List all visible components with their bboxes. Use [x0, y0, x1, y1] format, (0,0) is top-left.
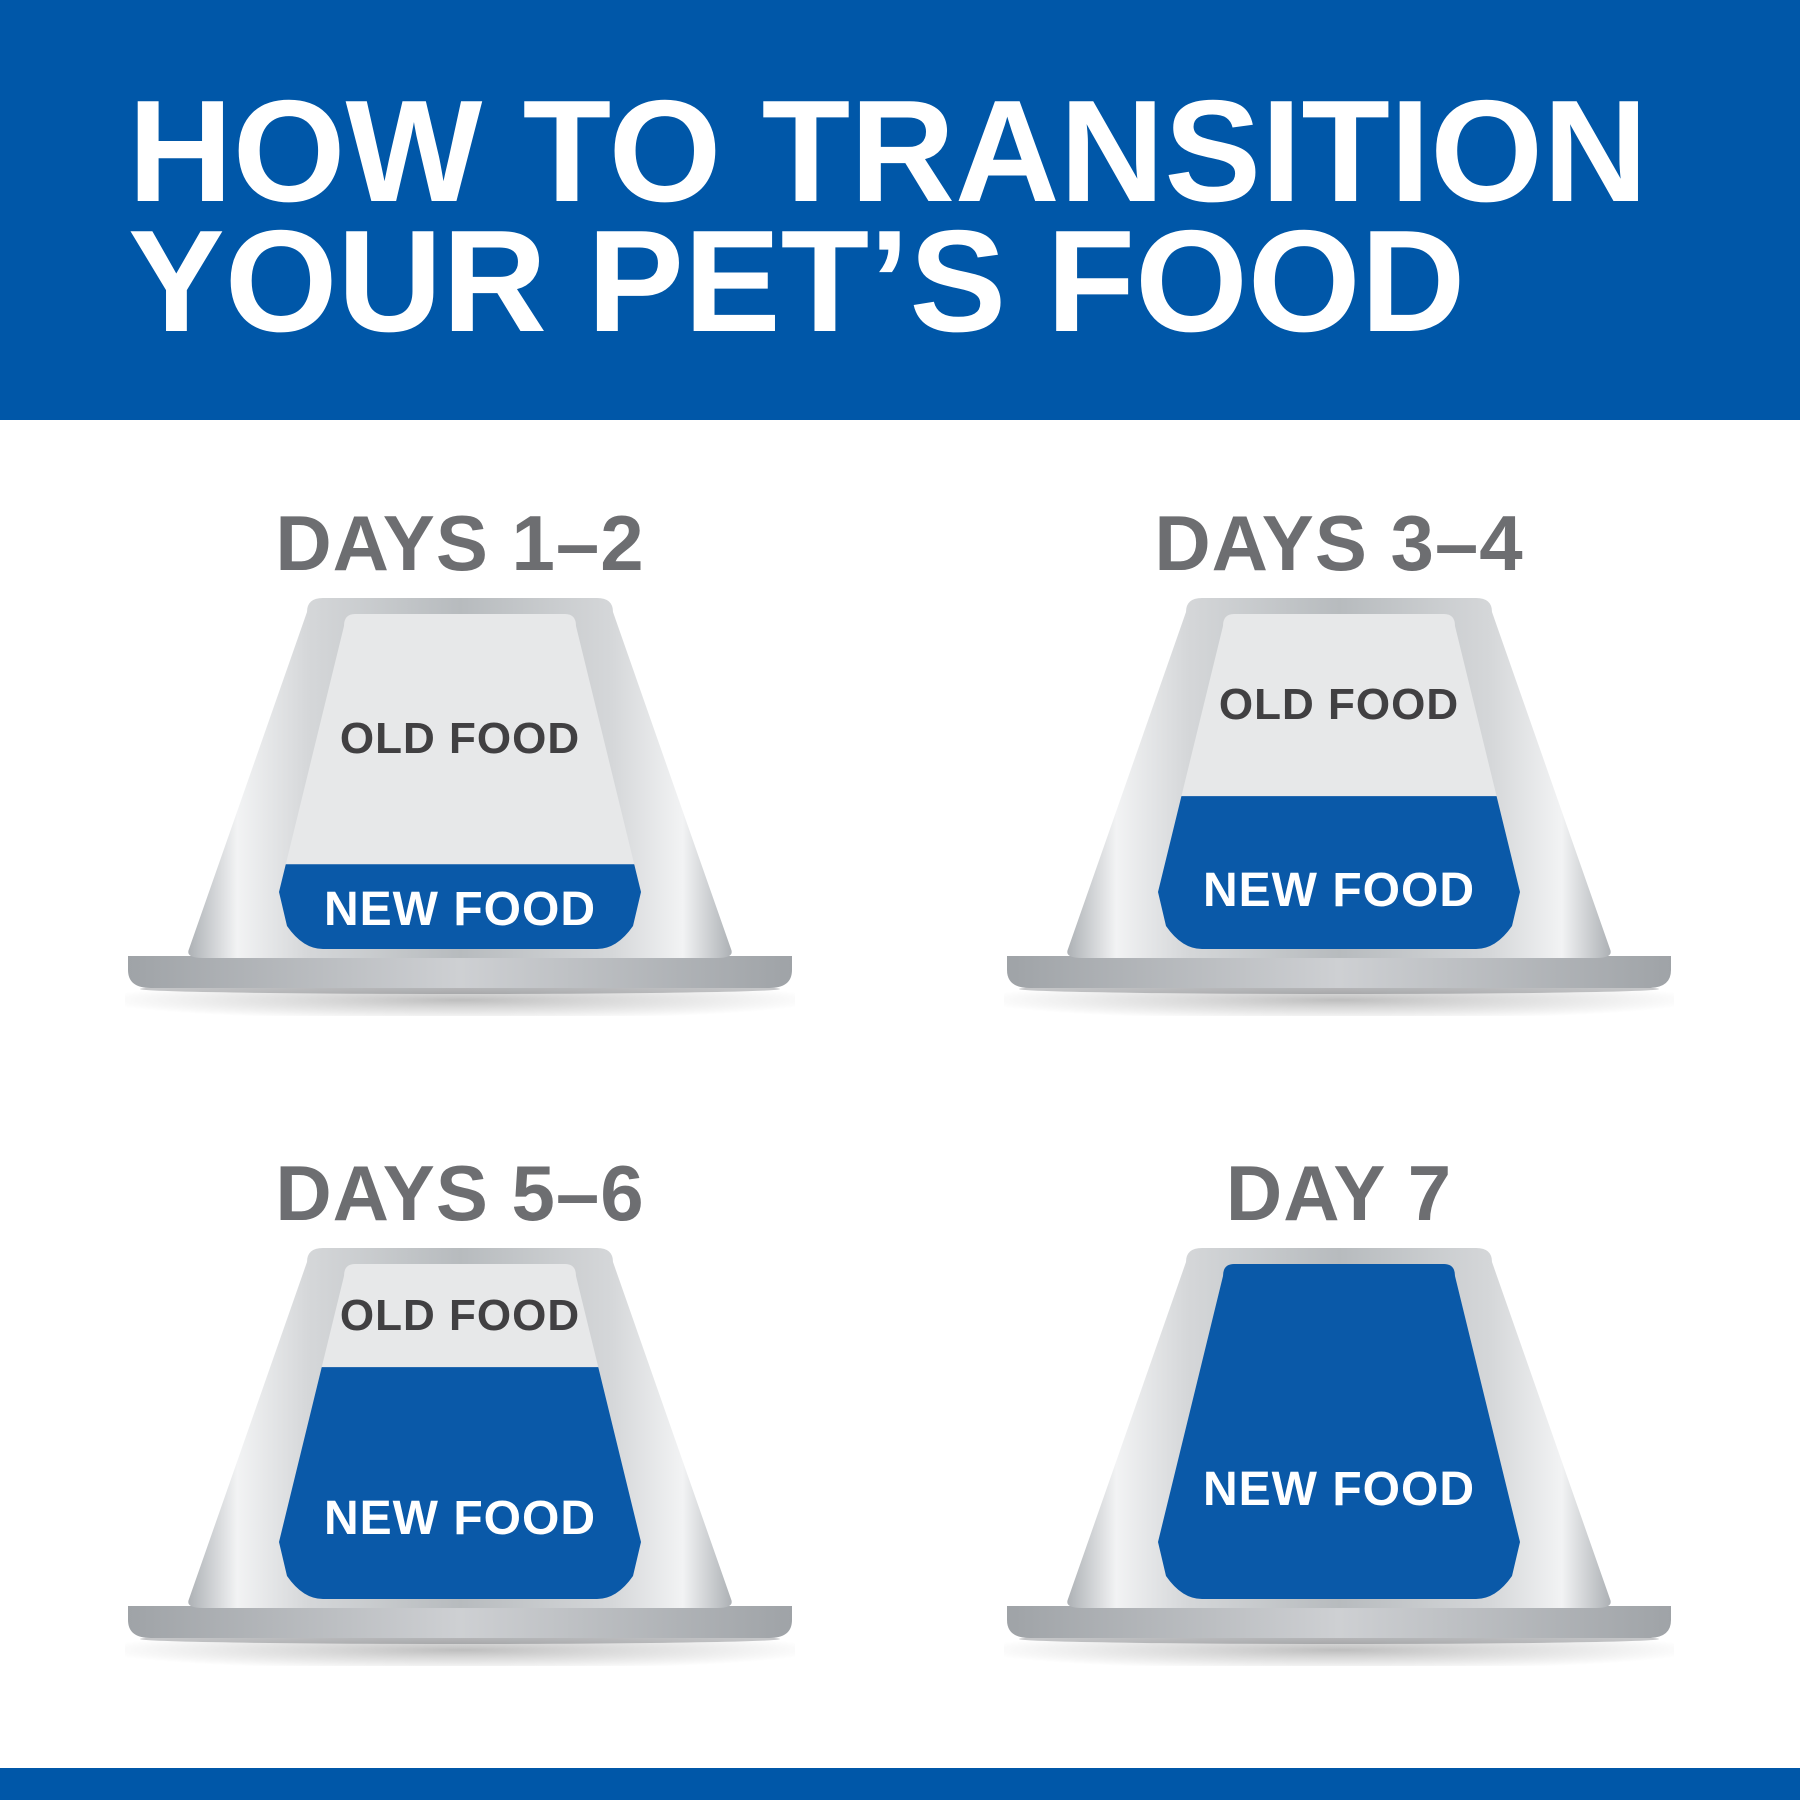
svg-text:NEW FOOD: NEW FOOD	[324, 883, 596, 936]
svg-text:OLD FOOD: OLD FOOD	[340, 1291, 580, 1340]
svg-text:NEW FOOD: NEW FOOD	[324, 1492, 596, 1545]
svg-text:NEW FOOD: NEW FOOD	[1203, 864, 1475, 917]
svg-text:NEW FOOD: NEW FOOD	[1203, 1463, 1475, 1516]
svg-text:OLD FOOD: OLD FOOD	[340, 714, 580, 763]
svg-text:OLD FOOD: OLD FOOD	[1219, 680, 1459, 729]
